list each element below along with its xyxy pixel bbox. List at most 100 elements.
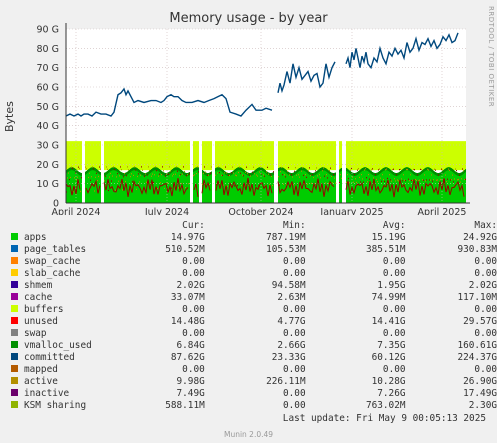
active-mark <box>438 174 439 176</box>
unused-area <box>160 141 161 171</box>
vmalloc-area <box>144 172 145 176</box>
unused-area <box>252 141 253 171</box>
legend-max-value: 26.90G <box>463 376 497 387</box>
unused-area <box>423 141 424 171</box>
unused-area <box>139 141 140 171</box>
vmalloc-area <box>193 169 194 173</box>
apps-area <box>281 167 282 203</box>
unused-area <box>388 141 389 171</box>
apps-area <box>72 167 73 203</box>
legend-label: KSM sharing <box>11 400 92 412</box>
unused-area <box>308 141 309 171</box>
unused-area <box>257 141 258 171</box>
active-mark <box>146 181 147 183</box>
apps-area <box>357 171 358 203</box>
active-mark <box>185 187 186 189</box>
vmalloc-area <box>462 171 463 175</box>
apps-area <box>206 172 207 203</box>
active-mark <box>402 180 403 182</box>
unused-area <box>150 141 151 171</box>
vmalloc-area <box>239 167 240 171</box>
legend-label: swap_cache <box>11 256 92 268</box>
apps-area <box>414 172 415 203</box>
active-mark <box>241 185 242 187</box>
y-tick-label: 70 G <box>37 63 59 74</box>
apps-area <box>239 167 240 203</box>
unused-area <box>114 141 115 171</box>
apps-area <box>359 170 360 203</box>
active-mark <box>310 175 311 177</box>
active-mark <box>208 174 209 176</box>
active-mark <box>413 168 414 171</box>
apps-area <box>327 169 328 203</box>
unused-area <box>89 141 90 171</box>
active-mark <box>361 174 362 176</box>
unused-area <box>273 141 274 171</box>
munin-version: Munin 2.0.49 <box>223 430 274 439</box>
unused-area <box>141 141 142 171</box>
active-mark <box>186 175 187 177</box>
apps-area <box>264 169 265 203</box>
active-mark <box>225 166 226 168</box>
active-mark <box>320 177 321 179</box>
vmalloc-area <box>141 171 142 175</box>
unused-area <box>207 141 208 171</box>
unused-area <box>335 141 336 171</box>
active-mark <box>114 168 115 171</box>
legend-row: swap_cache 0.00 0.00 0.00 0.00 <box>11 256 497 268</box>
apps-area <box>434 171 435 203</box>
unused-area <box>291 141 292 171</box>
vmalloc-area <box>105 172 106 176</box>
active-mark <box>261 173 262 175</box>
vmalloc-area <box>75 168 76 172</box>
active-mark <box>108 189 109 192</box>
active-mark <box>416 179 417 182</box>
legend-avg-value: 0.00 <box>382 256 406 267</box>
rrdtool-credit: RRDTOOL / TOBI OETIKER <box>487 6 495 108</box>
vmalloc-area <box>408 167 409 171</box>
active-mark <box>460 181 461 183</box>
apps-area <box>163 172 164 203</box>
active-mark <box>137 175 138 178</box>
unused-area <box>229 141 230 171</box>
vmalloc-area <box>327 169 328 173</box>
apps-area <box>81 172 82 203</box>
unused-area <box>210 141 211 171</box>
apps-area <box>244 170 245 203</box>
active-mark <box>117 172 118 175</box>
apps-area <box>411 169 412 203</box>
vmalloc-area <box>253 171 254 175</box>
vmalloc-area <box>121 172 122 176</box>
active-mark <box>457 179 458 181</box>
active-mark <box>306 176 307 178</box>
apps-area <box>456 172 457 203</box>
active-mark <box>198 171 199 173</box>
unused-area <box>113 141 114 171</box>
vmalloc-area <box>331 172 332 176</box>
unused-area <box>458 141 459 171</box>
vmalloc-area <box>151 169 152 173</box>
apps-area <box>153 167 154 203</box>
apps-area <box>253 171 254 203</box>
unused-area <box>245 141 246 171</box>
unused-area <box>380 141 381 171</box>
unused-area <box>447 141 448 171</box>
vmalloc-area <box>211 171 212 175</box>
apps-area <box>360 169 361 203</box>
apps-area <box>293 172 294 203</box>
legend-swatch <box>11 365 18 372</box>
vmalloc-area <box>437 172 438 176</box>
unused-area <box>75 141 76 171</box>
apps-area <box>115 167 116 203</box>
vmalloc-area <box>350 171 351 175</box>
active-mark <box>115 189 116 191</box>
apps-area <box>210 172 211 203</box>
legend-min-value: 4.77G <box>277 316 306 327</box>
unused-area <box>410 141 411 171</box>
active-mark <box>222 174 223 176</box>
vmalloc-area <box>373 172 374 176</box>
active-mark <box>88 176 89 179</box>
legend-min-value: 0.00 <box>283 304 306 315</box>
apps-area <box>172 169 173 203</box>
vmalloc-area <box>376 172 377 176</box>
